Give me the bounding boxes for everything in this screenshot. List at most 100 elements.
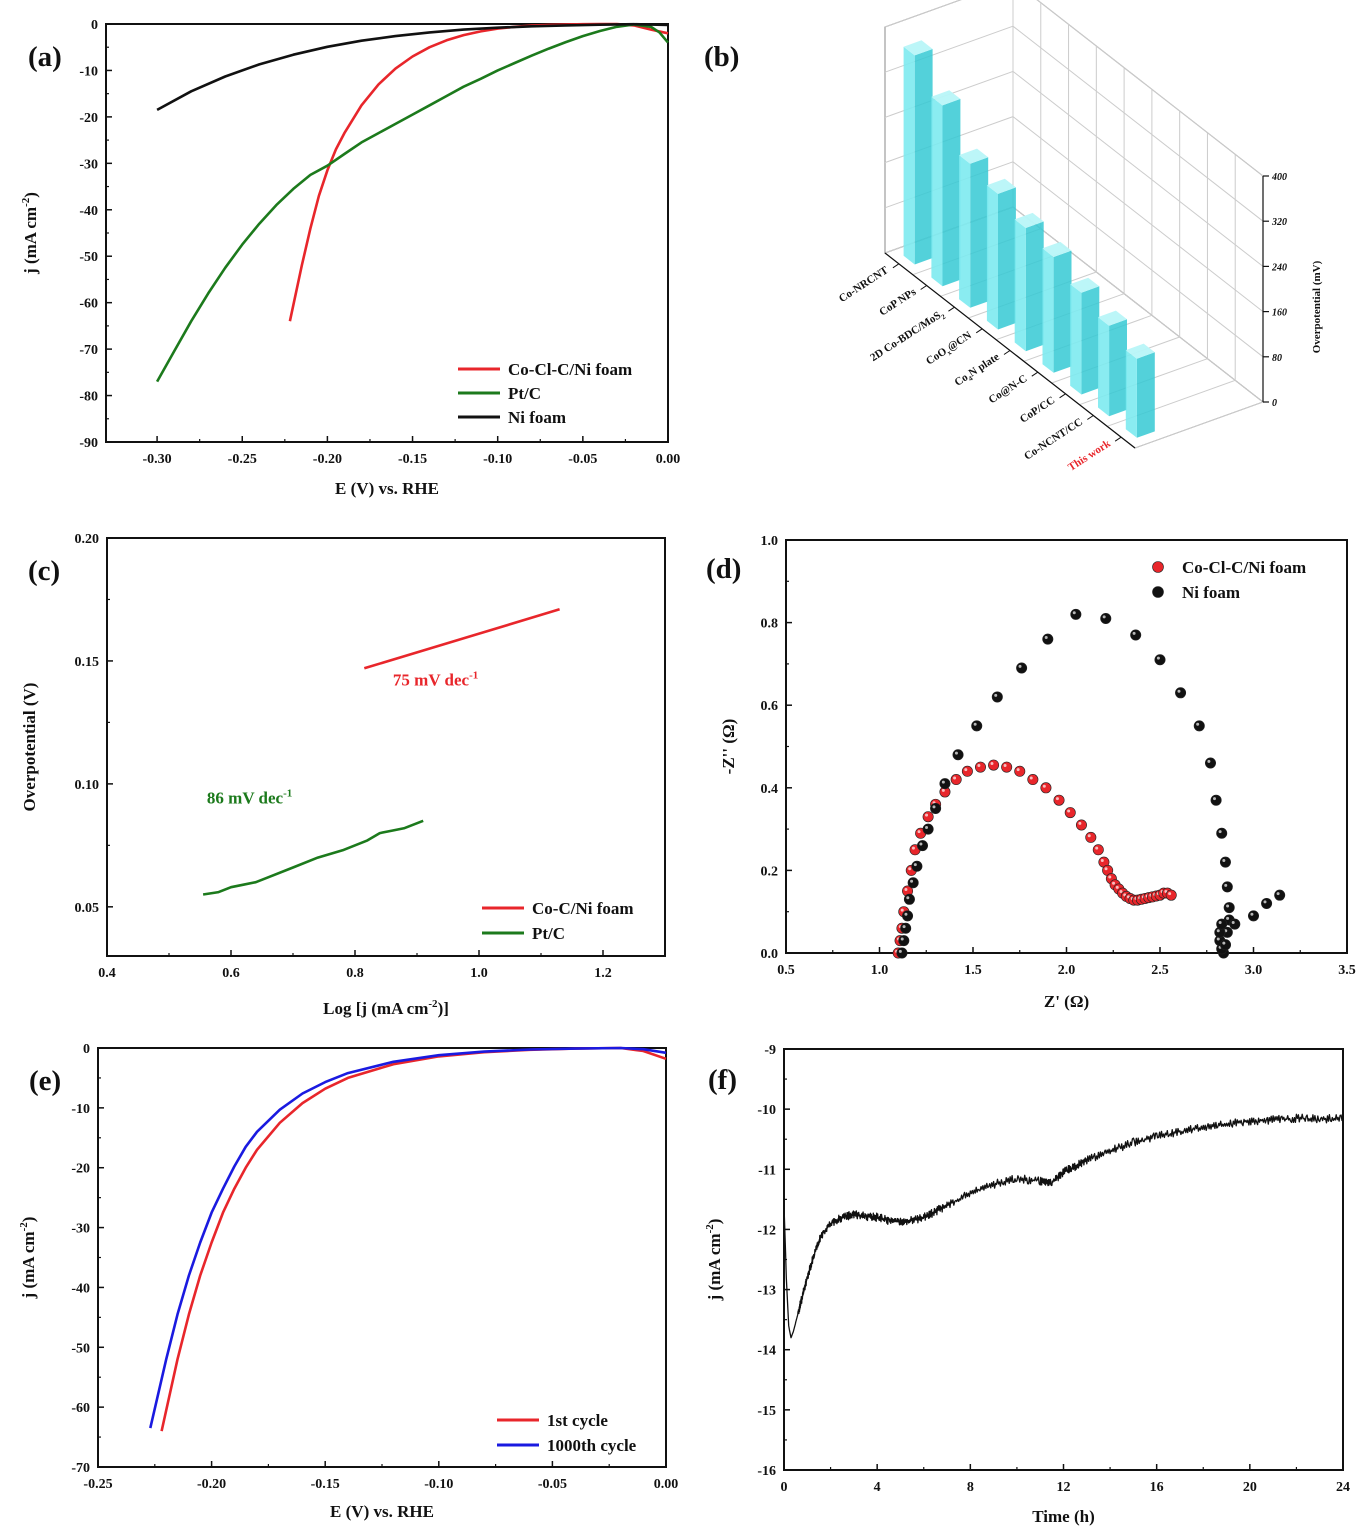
data-point — [1248, 910, 1260, 922]
data-point-highlight — [908, 867, 912, 871]
x-tick-label: 16 — [1150, 1480, 1164, 1495]
x-tick-label: 3.5 — [1338, 963, 1356, 978]
y-tick-label: -90 — [79, 436, 98, 451]
y-tick-label: 0.6 — [761, 699, 779, 714]
category-label-sub: 2 — [940, 312, 948, 321]
y-tick-label: 0.2 — [761, 864, 779, 879]
legend-label: Co-C/Ni foam — [532, 899, 634, 918]
data-point-highlight — [1224, 883, 1228, 887]
data-point-highlight — [1108, 875, 1112, 879]
data-point-highlight — [1218, 920, 1222, 924]
x-tick-label: 0 — [781, 1480, 788, 1495]
bar-top — [1042, 241, 1072, 257]
y-axis-label-end: ) — [19, 1217, 38, 1223]
data-point — [900, 922, 912, 934]
x-tick-label: 24 — [1336, 1480, 1350, 1495]
category-tick — [1087, 415, 1094, 420]
data-point — [1219, 939, 1231, 951]
legend-label: Co-Cl-C/Ni foam — [1182, 558, 1306, 577]
data-point-highlight — [1177, 689, 1181, 693]
data-point-highlight — [953, 776, 957, 780]
data-point-highlight — [977, 764, 981, 768]
data-point — [988, 759, 1000, 771]
data-point — [896, 947, 908, 959]
x-axis-label: Z' (Ω) — [1044, 992, 1089, 1011]
data-point-highlight — [1276, 892, 1280, 896]
y-tick-label: -30 — [79, 157, 98, 172]
data-point-highlight — [900, 937, 904, 941]
y-axis-label-end: ) — [705, 1219, 724, 1225]
y-axis-label-sup: -2 — [18, 1222, 30, 1232]
panel-label: (c) — [28, 555, 60, 587]
y-tick-label: -70 — [71, 1461, 90, 1476]
data-point-highlight — [900, 908, 904, 912]
slope-annotation: 75 mV dec-1 — [393, 670, 478, 690]
bar-top — [931, 90, 961, 106]
panel-label: (f) — [708, 1064, 737, 1096]
data-point-highlight — [1132, 631, 1136, 635]
bar-side — [1136, 352, 1155, 438]
data-point — [950, 774, 962, 786]
data-point-highlight — [1222, 941, 1226, 945]
series-line-ni-foam — [156, 22, 669, 112]
data-point — [1001, 761, 1013, 773]
x-tick-label: 2.0 — [1058, 963, 1076, 978]
data-point — [1274, 889, 1286, 901]
x-axis-label: E (V) vs. RHE — [335, 479, 439, 498]
x-tick-label: 0.00 — [654, 1477, 679, 1492]
series-line-1000th-cycle — [149, 1046, 667, 1429]
x-tick-label: -0.15 — [311, 1477, 340, 1492]
legend-label: Ni foam — [508, 408, 566, 427]
z-tick-label: 400 — [1271, 172, 1287, 183]
y-tick-label: 1.0 — [761, 534, 779, 549]
y-axis-label-sup: -2 — [704, 1224, 716, 1234]
y-tick-label: -40 — [79, 204, 98, 219]
data-point-highlight — [994, 693, 998, 697]
y-tick-label: -15 — [757, 1404, 776, 1419]
y-tick-label: 0.10 — [75, 778, 100, 793]
x-tick-label: 0.8 — [346, 966, 364, 981]
data-point-highlight — [954, 751, 958, 755]
data-point — [917, 840, 929, 852]
data-point-highlight — [1102, 615, 1106, 619]
y-tick-label: -50 — [71, 1341, 90, 1356]
data-point — [911, 860, 923, 872]
x-tick-label: -0.10 — [424, 1477, 453, 1492]
slope-annotation-main: 75 mV dec — [393, 671, 470, 690]
data-point-highlight — [1156, 656, 1160, 660]
bar-front — [903, 46, 915, 265]
z-tick-label: 240 — [1271, 262, 1287, 273]
data-point-highlight — [1168, 892, 1172, 896]
data-point-highlight — [1055, 797, 1059, 801]
category-tick — [1031, 371, 1039, 377]
data-point — [1216, 827, 1228, 839]
y-tick-label: 0.20 — [75, 532, 100, 547]
data-point-highlight — [1250, 912, 1254, 916]
data-point-highlight — [1207, 759, 1211, 763]
data-point-highlight — [1095, 846, 1099, 850]
data-point — [1042, 633, 1054, 645]
data-point — [1193, 720, 1205, 732]
x-tick-label: 2.5 — [1151, 963, 1169, 978]
y-tick-label: -10 — [71, 1102, 90, 1117]
y-tick-label: -10 — [757, 1103, 776, 1118]
x-axis-label-main: Log [j (mA cm — [323, 999, 428, 1018]
data-point — [991, 691, 1003, 703]
data-point-highlight — [1231, 920, 1235, 924]
y-axis-label: j (mA cm-2) — [704, 1219, 724, 1302]
data-point-highlight — [1072, 611, 1076, 615]
data-point — [939, 778, 951, 790]
y-axis-label: -Z'' (Ω) — [719, 719, 738, 775]
panel-d-nyquist-chart: 0.5 1.0 1.5 2.0 2.5 3.0 3.5 0.0 0.2 0.4 0.6 0.8 1.0 (… — [706, 534, 1356, 1011]
bar-top — [903, 40, 933, 56]
bar-front — [986, 185, 998, 330]
category-tick — [1114, 436, 1122, 442]
x-tick-label: -0.20 — [313, 452, 342, 467]
slope-annotation: 86 mV dec-1 — [207, 788, 292, 808]
panel-c-tafel-chart: 0.4 0.6 0.8 1.0 1.2 0.05 0.10 0.15 0.20 75 mV dec… — [20, 532, 666, 1018]
y-axis-label-main: j (mA cm — [19, 1231, 38, 1299]
data-point-highlight — [904, 887, 908, 891]
y-tick-label: -9 — [764, 1043, 776, 1058]
data-point-highlight — [898, 949, 902, 953]
